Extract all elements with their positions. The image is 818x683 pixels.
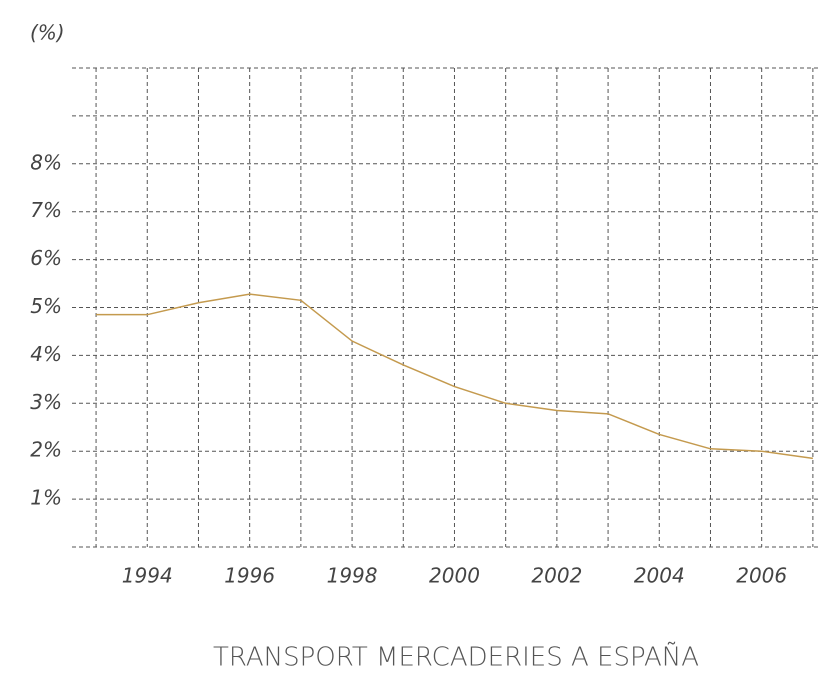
y-axis-label: (%)	[30, 21, 65, 45]
y-tick-label: 7%	[30, 198, 62, 222]
y-tick-label: 2%	[30, 438, 62, 462]
y-tick-label: 5%	[30, 294, 62, 318]
chart-title: TRANSPORT MERCADERIES A ESPAÑA	[213, 641, 699, 673]
line	[96, 293, 813, 460]
y-tick-label: 4%	[30, 342, 62, 366]
y-tick-label: 6%	[30, 246, 62, 270]
y-tick-label: 8%	[30, 150, 62, 174]
x-tick-label: 2006	[736, 564, 787, 588]
x-tick-label: 2000	[429, 564, 480, 588]
x-tick-label: 2004	[634, 564, 685, 588]
x-tick-label: 1994	[122, 564, 173, 588]
x-tick-label: 2002	[531, 564, 582, 588]
y-tick-label: 3%	[30, 390, 62, 414]
x-tick-label: 1996	[224, 564, 275, 588]
y-tick-label: 1%	[30, 486, 62, 510]
x-tick-label: 1998	[327, 564, 378, 588]
